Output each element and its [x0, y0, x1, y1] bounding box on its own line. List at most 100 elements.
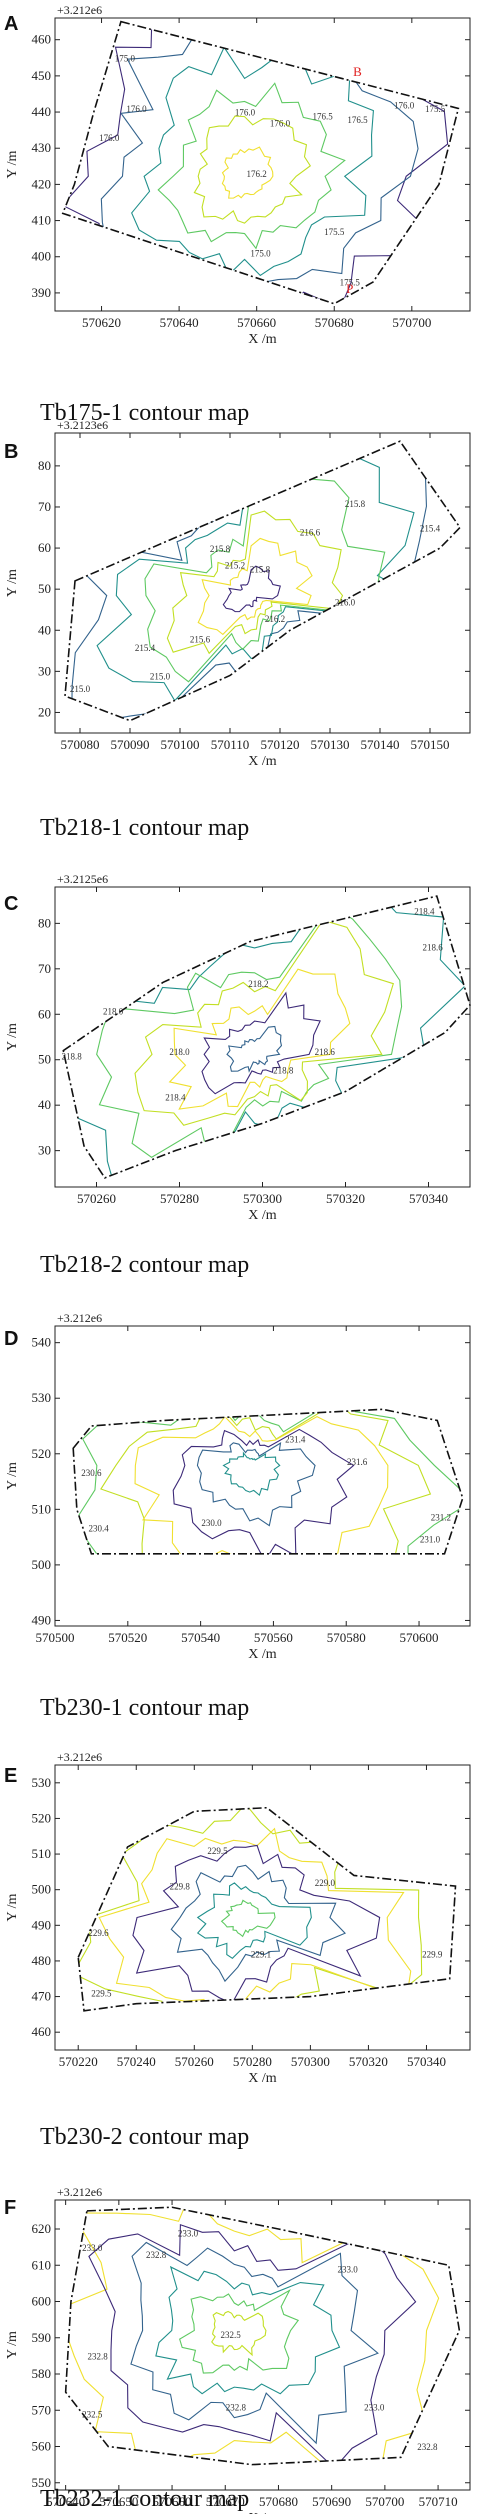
- y-axis-label: Y /m: [5, 1023, 20, 1051]
- contour-label: 229.5: [91, 1989, 112, 1999]
- contour-line: [132, 1844, 381, 2004]
- y-tick-label: 410: [32, 213, 52, 228]
- x-tick-label: 570660: [237, 315, 276, 330]
- contour-line: [155, 2265, 341, 2395]
- plot-frame: [54, 886, 471, 1188]
- contour-line: [168, 968, 351, 1110]
- x-tick-label: 570130: [311, 737, 350, 752]
- contour-line: [179, 2288, 300, 2374]
- x-tick-label: 570320: [326, 1191, 365, 1206]
- x-tick-label: 570100: [161, 737, 200, 752]
- axis-offset-label: +3.212e6: [57, 3, 102, 17]
- contour-label: 215.4: [135, 643, 156, 653]
- x-tick-label: 570220: [59, 2054, 98, 2069]
- contour-line: [222, 565, 281, 613]
- x-tick-label: 570680: [259, 2494, 298, 2509]
- contour-label: 218.8: [61, 1052, 82, 1062]
- axis-offset-label: +3.2123e6: [57, 418, 108, 432]
- y-tick-label: 470: [32, 1989, 52, 2004]
- contour-label: 176.0: [270, 119, 291, 129]
- contour-label: 215.8: [345, 499, 366, 509]
- x-tick-label: 570150: [411, 737, 450, 752]
- contour-line: [100, 21, 419, 304]
- y-tick-label: 420: [32, 176, 52, 191]
- contour-label: 232.8: [417, 2442, 438, 2452]
- contour-label: 215.8: [210, 544, 231, 554]
- y-tick-label: 550: [32, 2475, 52, 2490]
- site-boundary: [64, 2206, 461, 2466]
- figure-caption: Tb232-1 contour map: [40, 2486, 249, 2512]
- y-tick-label: 70: [38, 499, 51, 514]
- contour-label: 231.4: [285, 1435, 306, 1445]
- x-tick-label: 570690: [312, 2494, 351, 2509]
- contour-label: 215.0: [150, 672, 171, 682]
- contour-label: 218.6: [315, 1047, 336, 1057]
- axis-offset-label: +3.212e6: [57, 1311, 102, 1325]
- x-tick-label: 570620: [82, 315, 121, 330]
- site-boundary: [61, 20, 460, 305]
- x-tick-label: 570240: [117, 2054, 156, 2069]
- contour-line: [197, 537, 313, 636]
- contour-line: [78, 1807, 423, 2011]
- contour-label: 216.0: [335, 598, 356, 608]
- figure-caption: Tb175-1 contour map: [40, 400, 249, 426]
- contour-line: [222, 1451, 281, 1497]
- chart-panel-c: C +3.2125e6 218.0 218.2 218.4 218.6 218.0 218.6…: [4, 872, 471, 1278]
- y-tick-label: 70: [38, 961, 51, 976]
- x-tick-label: 570140: [361, 737, 400, 752]
- y-tick-label: 600: [32, 2294, 52, 2309]
- plot-frame: [54, 2199, 471, 2491]
- contour-label: 233.0: [364, 2402, 385, 2412]
- contour-line: [226, 1025, 283, 1073]
- contour-line: [221, 146, 274, 199]
- y-tick-label: 510: [32, 1846, 52, 1861]
- contour-label: 230.4: [89, 1524, 110, 1534]
- contour-label: 229.5: [207, 1846, 228, 1856]
- y-tick-label: 60: [38, 540, 51, 555]
- y-tick-label: 510: [32, 1501, 52, 1516]
- x-tick-label: 570640: [46, 2494, 85, 2509]
- contour-label: 215.2: [225, 561, 245, 571]
- x-axis-label: X /m: [248, 2511, 277, 2514]
- x-tick-label: 570080: [61, 737, 100, 752]
- figure-caption: Tb230-1 contour map: [40, 1695, 249, 1721]
- contour-label: 229.6: [88, 1928, 109, 1938]
- y-tick-label: 590: [32, 2330, 52, 2345]
- panel-letter: A: [4, 13, 18, 35]
- x-tick-label: 570700: [392, 315, 431, 330]
- contour-label: 176.0: [126, 104, 147, 114]
- contour-lines: [65, 2207, 440, 2465]
- chart-panel-f: F +3.212e6 233.0 232.8 233.0 233.0 232.8 232.5 2…: [4, 2185, 471, 2514]
- y-tick-label: 490: [32, 1612, 52, 1627]
- y-tick-label: 40: [38, 622, 51, 637]
- site-boundary: [77, 1806, 457, 2012]
- panel-letter: F: [4, 2197, 16, 2219]
- contour-line: [196, 1442, 316, 1527]
- y-tick-label: 580: [32, 2366, 52, 2381]
- y-tick-label: 450: [32, 68, 52, 83]
- contour-label: 175.5: [324, 227, 345, 237]
- contour-line: [134, 919, 394, 1126]
- contour-label: 175.5: [425, 104, 446, 114]
- x-tick-label: 570340: [407, 2054, 446, 2069]
- x-tick-label: 570280: [233, 2054, 272, 2069]
- contour-line: [211, 2310, 267, 2357]
- contour-label: 233.0: [82, 2243, 103, 2253]
- y-tick-label: 20: [38, 704, 51, 719]
- x-axis-label: X /m: [248, 2071, 277, 2086]
- contour-label: 176.2: [247, 169, 267, 179]
- contour-lines: [73, 1409, 463, 1554]
- axis-offset-label: +3.2125e6: [57, 872, 108, 886]
- x-tick-label: 570670: [206, 2494, 245, 2509]
- contour-label: 218.4: [165, 1093, 186, 1103]
- contour-line: [73, 1409, 463, 1554]
- chart-panel-a: A +3.212e6 175.0 176.0 176.0 176.0 176.0 176.5 1…: [4, 3, 471, 426]
- contour-label: 218.2: [248, 979, 268, 989]
- figure-caption: Tb218-1 contour map: [40, 815, 249, 841]
- axis-offset-label: +3.212e6: [57, 1750, 102, 1764]
- x-axis-label: X /m: [248, 754, 277, 769]
- contour-line: [201, 991, 321, 1095]
- contour-label: 176.5: [312, 111, 333, 121]
- y-axis-label: Y /m: [5, 150, 20, 178]
